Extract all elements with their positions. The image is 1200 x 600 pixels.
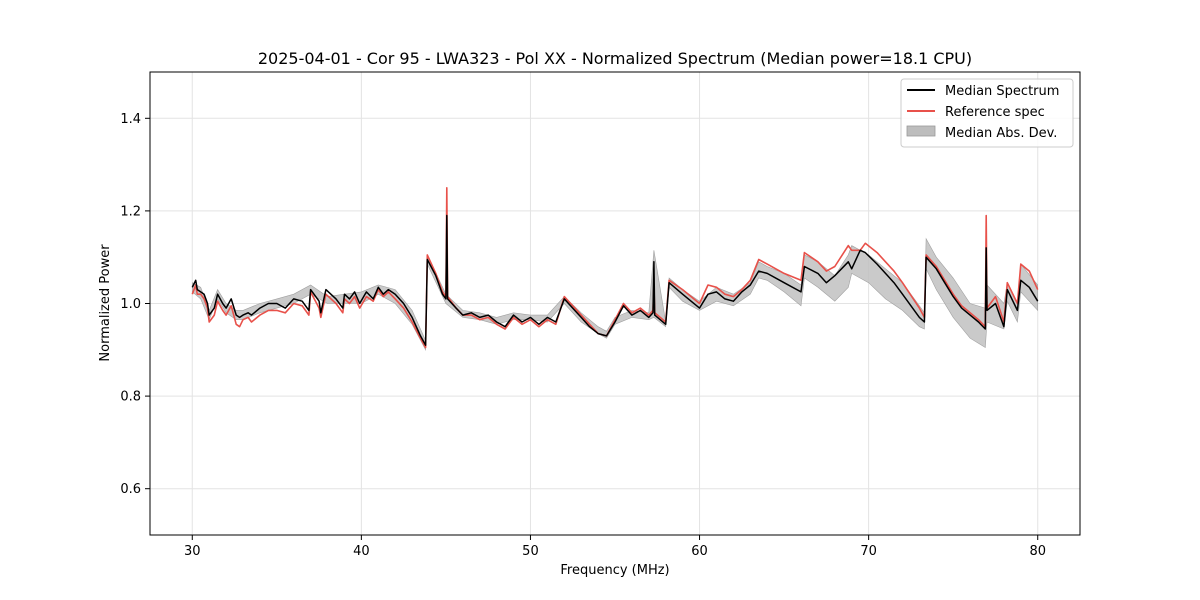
x-tick-label: 50	[522, 544, 539, 559]
chart-title: 2025-04-01 - Cor 95 - LWA323 - Pol XX - …	[258, 49, 972, 68]
y-axis-ticks: 0.6 0.8 1.0 1.2 1.4	[120, 112, 150, 497]
legend-mad-swatch	[906, 125, 936, 137]
x-tick-label: 70	[860, 544, 877, 559]
legend-reference-label: Reference spec	[945, 105, 1045, 120]
reference-spectrum-line	[191, 187, 1039, 349]
x-tick-label: 60	[691, 544, 708, 559]
reference-line-layer	[191, 187, 1039, 349]
y-axis-label: Normalized Power	[98, 244, 113, 362]
median-line-layer	[191, 214, 1039, 346]
y-tick-label: 1.0	[120, 297, 141, 312]
y-tick-label: 1.4	[120, 112, 141, 127]
legend-mad-label: Median Abs. Dev.	[945, 126, 1057, 141]
x-axis-label: Frequency (MHz)	[560, 563, 669, 578]
y-tick-label: 0.8	[120, 390, 141, 405]
y-tick-label: 1.2	[120, 204, 141, 219]
x-tick-label: 40	[353, 544, 370, 559]
legend: Median Spectrum Reference spec Median Ab…	[900, 78, 1074, 148]
legend-box	[900, 78, 1074, 148]
legend-median-label: Median Spectrum	[945, 84, 1059, 99]
x-tick-label: 30	[184, 544, 201, 559]
median-spectrum-line	[191, 214, 1039, 346]
x-tick-label: 80	[1029, 544, 1046, 559]
x-axis-ticks: 30 40 50 60 70 80	[184, 535, 1046, 559]
y-tick-label: 0.6	[120, 482, 141, 497]
